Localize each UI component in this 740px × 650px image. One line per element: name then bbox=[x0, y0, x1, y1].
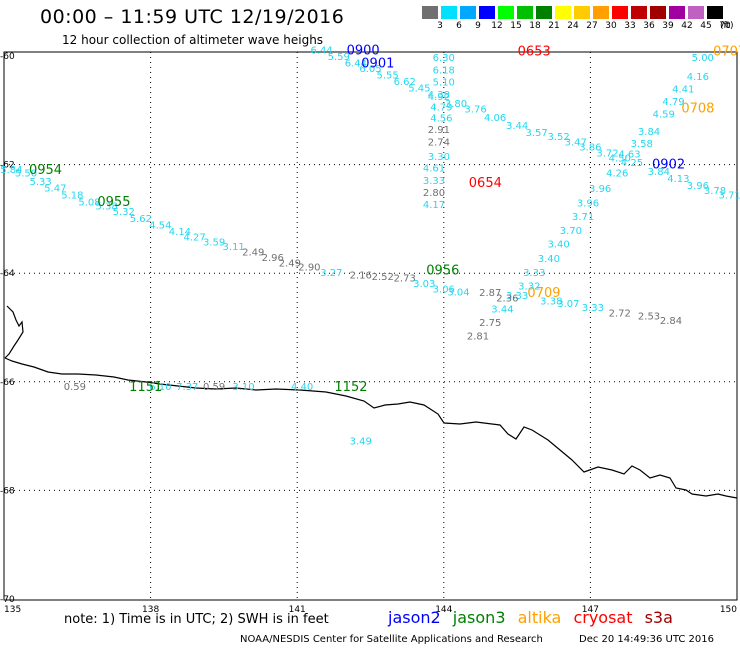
swh-value: 4.59 bbox=[653, 110, 675, 121]
swh-value: 4.56 bbox=[430, 113, 452, 124]
pass-time-label: 0709 bbox=[527, 286, 560, 301]
swh-value: 2.16 bbox=[350, 270, 372, 281]
swh-value: 3.70 bbox=[560, 226, 582, 237]
swh-value: 4.06 bbox=[484, 113, 506, 124]
swh-value: 4.79 bbox=[430, 102, 452, 113]
swh-value: 3.57 bbox=[526, 128, 548, 139]
credit-line: NOAA/NESDIS Center for Satellite Applica… bbox=[240, 634, 543, 645]
pass-time-label: 0902 bbox=[652, 158, 685, 173]
swh-value: 4.26 bbox=[606, 169, 628, 180]
lon-tick-label: 135 bbox=[4, 605, 21, 615]
swh-value: 5.00 bbox=[692, 53, 714, 64]
map-grid bbox=[4, 52, 737, 600]
satellite-legend: jason2 jason3 altika cryosat s3a bbox=[388, 608, 680, 627]
swh-value: 3.33 bbox=[523, 268, 545, 279]
pass-time-label: 0708 bbox=[681, 102, 714, 117]
swh-value: 6.18 bbox=[433, 66, 455, 77]
pass-time-label: 0901 bbox=[361, 57, 394, 72]
swh-value: 0.59 bbox=[203, 382, 225, 393]
lon-tick-label: 150 bbox=[720, 605, 737, 615]
coastline bbox=[5, 306, 737, 498]
swh-value: 2.90 bbox=[298, 263, 320, 274]
latitude-ticks: -60 -62 -64 -66 -68 -70 bbox=[0, 52, 15, 605]
swh-value: 3.58 bbox=[631, 139, 653, 150]
lat-tick-label: -60 bbox=[0, 52, 15, 62]
swh-value: 7.37 bbox=[176, 382, 198, 393]
swh-value: 2.52 bbox=[372, 272, 394, 283]
swh-value: 3.96 bbox=[589, 184, 611, 195]
pass-time-label: 0653 bbox=[518, 45, 551, 60]
swh-value: 3.44 bbox=[491, 304, 513, 315]
swh-value: 6.30 bbox=[433, 53, 455, 64]
swh-value: 2.53 bbox=[638, 312, 660, 323]
legend-cryosat: cryosat bbox=[573, 608, 632, 627]
swh-value: 2.36 bbox=[496, 294, 518, 305]
pass-time-label: 0956 bbox=[426, 263, 459, 278]
swh-value: 2.80 bbox=[423, 188, 445, 199]
pass-time-label: 0707 bbox=[713, 45, 740, 60]
swh-value: 5.10 bbox=[433, 78, 455, 89]
footer-note: note: 1) Time is in UTC; 2) SWH is in fe… bbox=[64, 612, 329, 627]
swh-value: 3.49 bbox=[350, 436, 372, 447]
pass-time-label: 0955 bbox=[97, 195, 130, 210]
swh-value: 4.17 bbox=[423, 200, 445, 211]
swh-points: 5.845.505.335.475.185.085.385.325.624.54… bbox=[0, 45, 740, 447]
lat-tick-label: -70 bbox=[0, 595, 15, 605]
swh-value: 3.30 bbox=[428, 152, 450, 163]
pass-time-label: 1152 bbox=[334, 380, 367, 395]
swh-value: 2.74 bbox=[428, 137, 450, 148]
legend-jason2: jason2 bbox=[388, 608, 441, 627]
swh-value: 3.33 bbox=[582, 303, 604, 314]
pass-time-label: 1151 bbox=[129, 380, 162, 395]
swh-value: 3.33 bbox=[423, 176, 445, 187]
swh-value: 4.38 bbox=[428, 90, 450, 101]
swh-value: 3.40 bbox=[538, 254, 560, 265]
swh-value: 4.40 bbox=[291, 382, 313, 393]
pass-time-label: 0954 bbox=[29, 163, 62, 178]
swh-value: 4.16 bbox=[687, 72, 709, 83]
swh-value: 3.71 bbox=[572, 212, 594, 223]
swh-value: 0.59 bbox=[64, 382, 86, 393]
swh-value: 4.41 bbox=[672, 85, 694, 96]
swh-value: 3.04 bbox=[447, 288, 469, 299]
swh-value: 3.07 bbox=[557, 299, 579, 310]
legend-jason3: jason3 bbox=[453, 608, 506, 627]
map-frame bbox=[4, 52, 737, 600]
swh-value: 3.10 bbox=[232, 382, 254, 393]
swh-value: 2.91 bbox=[428, 125, 450, 136]
pass-time-label: 0654 bbox=[469, 176, 502, 191]
swh-value: 2.75 bbox=[479, 318, 501, 329]
legend-s3a: s3a bbox=[645, 608, 673, 627]
swh-value: 2.84 bbox=[660, 316, 682, 327]
swh-value: 2.72 bbox=[609, 308, 631, 319]
swh-value: 4.61 bbox=[423, 163, 445, 174]
lat-tick-label: -66 bbox=[0, 378, 15, 388]
generated-timestamp: Dec 20 14:49:36 UTC 2016 bbox=[579, 634, 714, 645]
swh-value: 3.40 bbox=[548, 239, 570, 250]
lat-tick-label: -64 bbox=[0, 269, 15, 279]
swh-value: 3.27 bbox=[320, 268, 342, 279]
swh-value: 3.96 bbox=[577, 199, 599, 210]
swh-value: 3.84 bbox=[638, 127, 660, 138]
lat-tick-label: -68 bbox=[0, 486, 15, 496]
legend-altika: altika bbox=[518, 608, 562, 627]
swh-value: 2.81 bbox=[467, 332, 489, 343]
swh-value: 4.63 bbox=[618, 150, 640, 161]
swh-value: 3.71 bbox=[719, 190, 740, 201]
